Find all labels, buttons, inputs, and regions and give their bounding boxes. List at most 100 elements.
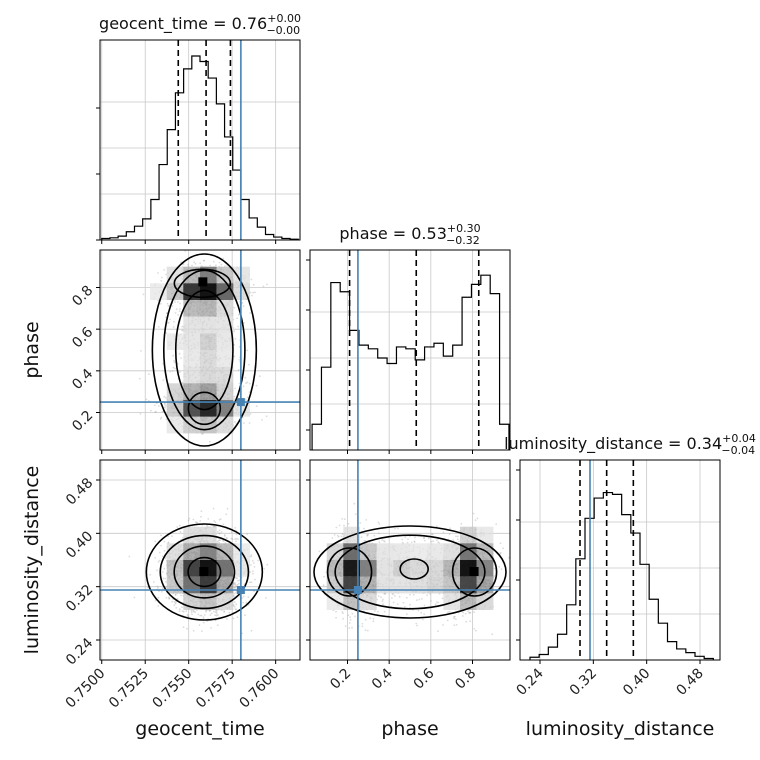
sample-point <box>246 349 249 352</box>
sample-point <box>238 345 241 348</box>
sample-point <box>197 613 200 616</box>
sample-point <box>169 318 172 321</box>
sample-point <box>244 614 246 617</box>
sample-point <box>148 373 150 375</box>
sample-point <box>233 601 236 603</box>
sample-point <box>174 601 177 604</box>
scatter-geocent-time-vs-phase-frame <box>99 249 301 451</box>
sample-point <box>245 382 248 385</box>
sample-point <box>165 332 168 334</box>
density-cell <box>183 300 200 317</box>
sample-point <box>174 602 177 605</box>
sample-point <box>164 406 166 409</box>
sample-point <box>255 405 258 408</box>
density-cell <box>183 400 200 417</box>
sample-point <box>234 527 237 529</box>
sample-point <box>253 562 255 564</box>
sample-point <box>233 605 236 608</box>
sample-point <box>156 569 159 572</box>
sample-point <box>154 599 157 602</box>
sample-point <box>179 371 181 374</box>
density-cell <box>200 350 217 367</box>
sample-point <box>190 611 193 613</box>
sample-point <box>203 614 206 616</box>
sample-point <box>174 594 177 596</box>
sample-point <box>249 581 251 584</box>
hist-geocent-time-steps <box>101 55 299 240</box>
sample-point <box>250 555 253 558</box>
sample-point <box>234 387 237 390</box>
sample-point <box>193 261 196 264</box>
sample-point <box>200 265 203 267</box>
hist-luminosity-distance-steps <box>529 491 714 660</box>
sample-point <box>263 567 265 570</box>
density-cell <box>150 283 167 300</box>
sample-point <box>177 314 180 316</box>
sample-point <box>157 405 160 407</box>
density-cell <box>183 383 200 400</box>
sample-point <box>218 529 221 532</box>
sample-point <box>191 613 193 616</box>
sample-point <box>217 530 219 533</box>
sample-point <box>185 610 188 612</box>
sample-point <box>168 597 171 600</box>
sample-point <box>174 312 177 314</box>
sample-point <box>209 264 212 267</box>
sample-point <box>200 515 202 518</box>
sample-point <box>222 523 225 526</box>
sample-point <box>157 272 159 274</box>
sample-point <box>160 302 162 305</box>
sample-point <box>191 264 193 267</box>
sample-point <box>238 359 241 361</box>
sample-point <box>238 582 240 585</box>
sample-point <box>233 306 236 309</box>
sample-point <box>164 581 167 583</box>
sample-point <box>180 261 182 264</box>
sample-point <box>175 308 178 311</box>
sample-point <box>187 263 189 266</box>
sample-point <box>182 626 185 628</box>
sample-point <box>181 381 184 384</box>
sample-point <box>163 567 166 570</box>
density-cell <box>166 416 184 434</box>
sample-point <box>155 410 157 413</box>
sample-point <box>140 350 142 352</box>
sample-point <box>156 585 159 588</box>
sample-point <box>168 596 170 599</box>
sample-point <box>163 403 166 406</box>
sample-point <box>164 557 167 560</box>
hist-geocent-time-frame <box>99 39 301 241</box>
sample-point <box>192 609 195 612</box>
sample-point <box>175 607 178 609</box>
sample-point <box>248 422 251 424</box>
sample-point <box>160 534 162 537</box>
sample-point <box>159 418 162 420</box>
sample-point <box>180 357 183 359</box>
sample-point <box>171 535 173 537</box>
sample-point <box>237 538 239 541</box>
sample-point <box>238 382 241 385</box>
sample-point <box>179 531 182 533</box>
sample-point <box>180 594 183 597</box>
sample-point <box>164 402 166 405</box>
sample-point <box>244 398 247 401</box>
sample-point <box>203 259 206 262</box>
sample-point <box>246 396 249 399</box>
density-cell <box>200 300 217 317</box>
sample-point <box>249 291 252 294</box>
sample-point <box>167 321 170 324</box>
sample-point <box>174 593 177 596</box>
density-cell <box>183 316 200 334</box>
sample-point <box>233 398 235 400</box>
sample-point <box>199 262 202 265</box>
sample-point <box>162 379 165 381</box>
sample-point <box>184 250 187 252</box>
sample-point <box>160 416 163 419</box>
sample-point <box>246 381 249 384</box>
sample-point <box>162 577 165 580</box>
sample-point <box>172 366 175 369</box>
sample-point <box>242 601 245 604</box>
sample-point <box>235 608 238 611</box>
hist-phase-background <box>310 250 510 450</box>
